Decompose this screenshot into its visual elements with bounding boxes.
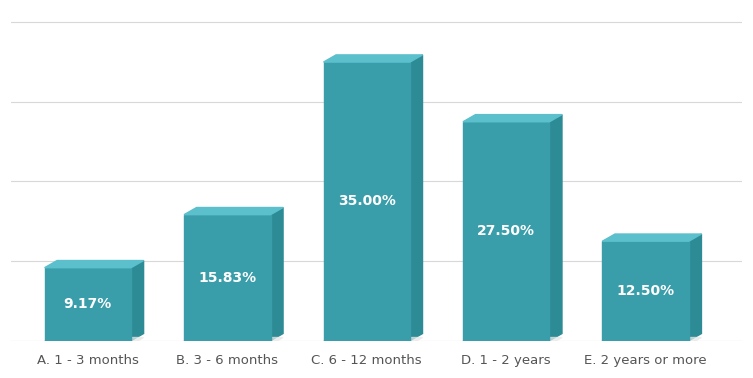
Polygon shape bbox=[550, 115, 562, 341]
Polygon shape bbox=[44, 338, 144, 345]
Polygon shape bbox=[184, 338, 283, 345]
Text: 12.50%: 12.50% bbox=[617, 284, 675, 298]
Polygon shape bbox=[463, 338, 562, 345]
Text: 9.17%: 9.17% bbox=[64, 297, 112, 311]
Polygon shape bbox=[184, 215, 270, 341]
Polygon shape bbox=[602, 234, 702, 241]
Polygon shape bbox=[131, 260, 144, 341]
Polygon shape bbox=[410, 55, 422, 341]
Polygon shape bbox=[324, 62, 410, 341]
Polygon shape bbox=[44, 268, 131, 341]
Text: 15.83%: 15.83% bbox=[198, 271, 256, 285]
Text: 35.00%: 35.00% bbox=[338, 194, 395, 208]
Polygon shape bbox=[324, 338, 422, 345]
Polygon shape bbox=[602, 338, 702, 345]
Polygon shape bbox=[324, 55, 422, 62]
Polygon shape bbox=[602, 241, 689, 341]
Polygon shape bbox=[270, 208, 283, 341]
Polygon shape bbox=[184, 208, 283, 215]
Polygon shape bbox=[463, 122, 550, 341]
Polygon shape bbox=[463, 115, 562, 122]
Polygon shape bbox=[689, 234, 702, 341]
Polygon shape bbox=[44, 260, 144, 268]
Text: 27.50%: 27.50% bbox=[477, 224, 535, 238]
